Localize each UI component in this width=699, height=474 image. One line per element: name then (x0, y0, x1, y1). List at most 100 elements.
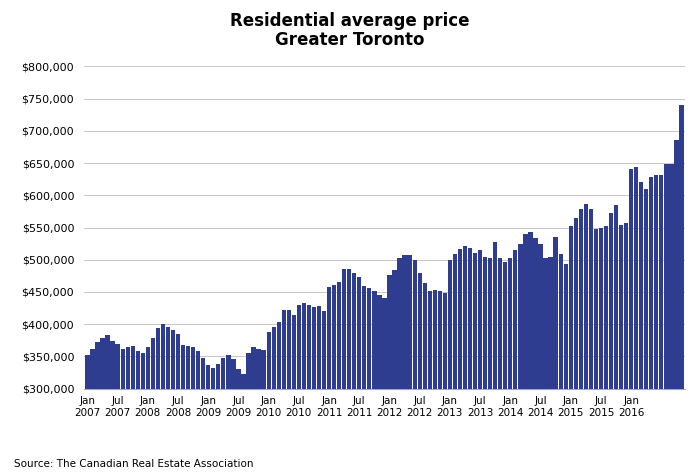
Bar (417, 273, 421, 474)
Bar (332, 285, 336, 474)
Bar (634, 167, 638, 474)
Bar (387, 275, 391, 474)
Bar (488, 258, 492, 474)
Bar (408, 255, 412, 474)
Bar (609, 213, 613, 474)
Bar (261, 350, 266, 474)
Bar (559, 254, 563, 474)
Bar (317, 306, 321, 474)
Bar (604, 226, 608, 474)
Bar (589, 209, 593, 474)
Bar (639, 182, 643, 474)
Bar (478, 250, 482, 474)
Bar (271, 328, 276, 474)
Bar (599, 228, 603, 474)
Bar (337, 283, 341, 474)
Bar (322, 311, 326, 474)
Bar (181, 345, 185, 474)
Bar (85, 355, 89, 474)
Bar (584, 204, 588, 474)
Bar (231, 359, 236, 474)
Bar (513, 250, 517, 474)
Text: Greater Toronto: Greater Toronto (275, 31, 424, 49)
Bar (352, 273, 356, 474)
Bar (252, 347, 256, 474)
Bar (398, 258, 402, 474)
Bar (468, 247, 473, 474)
Bar (624, 223, 628, 474)
Bar (373, 291, 377, 474)
Bar (463, 246, 467, 474)
Bar (538, 244, 542, 474)
Bar (543, 258, 548, 474)
Bar (216, 364, 220, 474)
Bar (428, 291, 432, 474)
Bar (377, 294, 382, 474)
Bar (136, 351, 140, 474)
Bar (664, 164, 668, 474)
Bar (282, 310, 286, 474)
Bar (362, 285, 366, 474)
Bar (115, 344, 120, 474)
Bar (156, 328, 160, 474)
Bar (90, 349, 94, 474)
Bar (291, 315, 296, 474)
Bar (438, 291, 442, 474)
Bar (593, 229, 598, 474)
Bar (312, 307, 316, 474)
Bar (619, 225, 624, 474)
Bar (473, 253, 477, 474)
Bar (246, 353, 251, 474)
Bar (669, 164, 674, 474)
Bar (649, 177, 654, 474)
Bar (140, 353, 145, 474)
Bar (161, 324, 165, 474)
Bar (453, 254, 457, 474)
Bar (176, 334, 180, 474)
Bar (442, 293, 447, 474)
Bar (106, 335, 110, 474)
Bar (110, 341, 115, 474)
Bar (287, 310, 291, 474)
Bar (166, 327, 170, 474)
Bar (528, 232, 533, 474)
Bar (679, 105, 684, 474)
Bar (498, 258, 503, 474)
Bar (347, 269, 352, 474)
Bar (503, 262, 507, 474)
Text: Residential average price: Residential average price (230, 12, 469, 30)
Bar (579, 210, 583, 474)
Bar (191, 347, 195, 474)
Bar (221, 358, 226, 474)
Bar (342, 269, 346, 474)
Bar (236, 369, 240, 474)
Bar (226, 355, 231, 474)
Bar (518, 244, 523, 474)
Bar (629, 169, 633, 474)
Bar (95, 342, 100, 474)
Bar (412, 260, 417, 474)
Bar (257, 349, 261, 474)
Bar (327, 287, 331, 474)
Bar (549, 257, 553, 474)
Bar (403, 255, 407, 474)
Bar (211, 368, 215, 474)
Bar (483, 257, 487, 474)
Bar (448, 260, 452, 474)
Bar (568, 226, 573, 474)
Bar (433, 290, 437, 474)
Bar (458, 249, 462, 474)
Bar (206, 365, 210, 474)
Bar (145, 347, 150, 474)
Bar (614, 205, 618, 474)
Bar (120, 349, 125, 474)
Bar (357, 276, 361, 474)
Bar (151, 338, 155, 474)
Bar (367, 288, 371, 474)
Bar (493, 242, 498, 474)
Bar (524, 234, 528, 474)
Bar (563, 264, 568, 474)
Bar (423, 283, 427, 474)
Bar (196, 351, 201, 474)
Bar (675, 140, 679, 474)
